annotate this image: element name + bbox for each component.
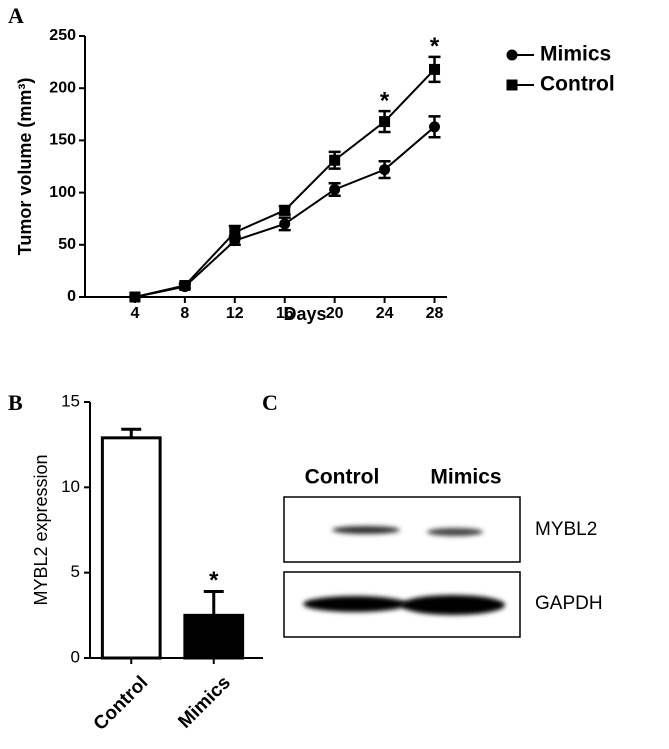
marker xyxy=(179,280,191,292)
band-label: GAPDH xyxy=(535,593,603,614)
x-tick-label: 20 xyxy=(326,305,344,322)
marker xyxy=(279,218,291,230)
y-tick-label: 100 xyxy=(49,184,76,201)
x-tick-label: 12 xyxy=(226,305,244,322)
x-tick-label: 24 xyxy=(376,305,394,322)
annotation: * xyxy=(380,88,390,115)
panel-label: C xyxy=(262,390,278,415)
y-tick-label: 10 xyxy=(61,477,80,496)
x-tick-label: 8 xyxy=(180,305,189,322)
y-tick-label: 0 xyxy=(67,288,76,305)
marker xyxy=(379,164,391,176)
y-tick-label: 250 xyxy=(49,27,76,44)
y-axis-label: Tumor volume (mm³) xyxy=(15,78,35,256)
blot-band xyxy=(401,595,505,615)
x-tick-label: 16 xyxy=(276,305,294,322)
x-axis-label: Days xyxy=(283,304,326,324)
y-tick-label: 150 xyxy=(49,132,76,149)
marker xyxy=(229,226,241,238)
y-tick-label: 5 xyxy=(71,562,80,581)
legend-marker xyxy=(506,49,518,61)
legend-label: Control xyxy=(540,73,615,96)
legend-label: Mimics xyxy=(540,43,611,66)
blot-box xyxy=(283,496,521,563)
marker xyxy=(329,154,341,166)
x-tick-label: Control xyxy=(90,672,153,735)
panel-label: B xyxy=(8,390,23,415)
blot-band xyxy=(427,528,483,536)
lane-label: Mimics xyxy=(430,466,501,489)
y-axis-label: MYBL2 expression xyxy=(31,454,51,605)
series-line xyxy=(134,68,436,298)
marker xyxy=(429,121,441,133)
error-bar xyxy=(203,589,224,616)
marker xyxy=(329,183,341,195)
annotation: * xyxy=(430,33,440,60)
x-tick-label: 4 xyxy=(130,305,139,322)
y-tick-label: 0 xyxy=(71,647,80,666)
lane-label: Control xyxy=(305,466,380,489)
bar xyxy=(100,436,162,660)
marker xyxy=(279,204,291,216)
panel-label: A xyxy=(8,3,24,28)
marker xyxy=(129,291,141,303)
y-tick-label: 50 xyxy=(58,236,76,253)
legend-marker xyxy=(506,79,518,91)
band-label: MYBL2 xyxy=(535,519,597,540)
marker xyxy=(429,63,441,75)
annotation: * xyxy=(209,567,219,594)
y-tick-label: 200 xyxy=(49,79,76,96)
x-tick-label: Mimics xyxy=(174,672,234,732)
y-tick-label: 15 xyxy=(61,391,80,410)
blot-band xyxy=(332,526,400,534)
bar xyxy=(183,613,245,660)
marker xyxy=(379,116,391,128)
x-tick-label: 28 xyxy=(426,305,444,322)
blot-band xyxy=(303,596,407,612)
